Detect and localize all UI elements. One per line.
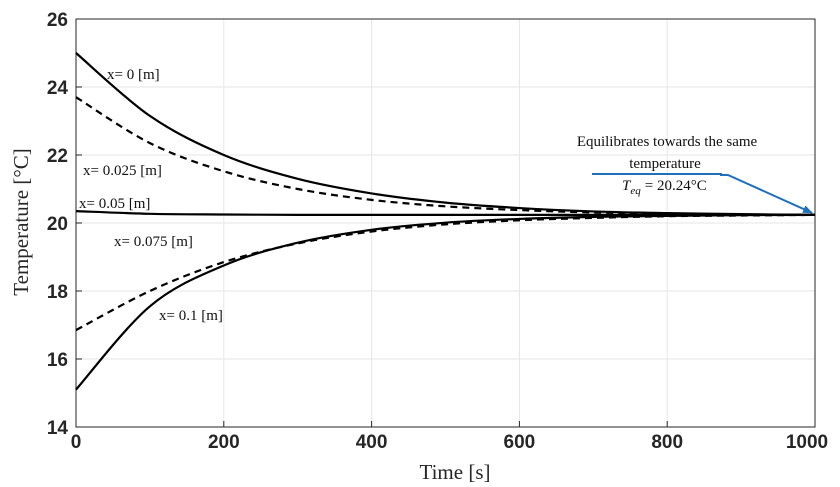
y-axis-label: Temperature [°C] [9, 148, 33, 295]
y-tick-label: 26 [47, 10, 68, 31]
annotation-line-2: temperature [629, 156, 701, 172]
y-tick-label: 16 [47, 350, 68, 371]
y-tick-label: 18 [47, 282, 68, 303]
x-tick-label: 600 [504, 432, 536, 453]
x-tick-label: 800 [651, 432, 683, 453]
tick-labels: 0 200 400 600 800 1000 14 16 18 20 22 24 26 [47, 10, 828, 453]
curve-label-x005: x= 0.05 [m] [79, 196, 150, 212]
y-tick-label: 20 [47, 214, 68, 235]
series-line-4 [75, 213, 816, 391]
curve-label-x0: x= 0 [m] [107, 67, 160, 83]
annotation-eq-symbol: T [622, 178, 632, 194]
x-axis-label: Time [s] [420, 460, 491, 484]
annotation-equation: Teq = 20.24°C [622, 178, 707, 197]
x-tick-label: 400 [356, 432, 388, 453]
x-tick-label: 1000 [786, 432, 828, 453]
series-line-1 [75, 96, 816, 216]
annotation-arrow [592, 173, 813, 214]
x-tick-label: 200 [208, 432, 240, 453]
y-tick-label: 14 [47, 418, 69, 439]
annotation-line-1: Equilibrates towards the same [577, 134, 758, 150]
y-tick-label: 22 [47, 146, 68, 167]
annotation-eq-subscript: eq [630, 185, 641, 197]
series-lines [75, 52, 816, 391]
x-tick-label: 0 [71, 432, 82, 453]
curve-label-x0025: x= 0.025 [m] [83, 163, 162, 179]
series-line-0 [75, 52, 816, 216]
curve-label-x0075: x= 0.075 [m] [114, 234, 193, 250]
y-tick-label: 24 [47, 78, 69, 99]
annotation-eq-value: = 20.24°C [645, 178, 707, 194]
curve-label-x01: x= 0.1 [m] [159, 308, 223, 324]
